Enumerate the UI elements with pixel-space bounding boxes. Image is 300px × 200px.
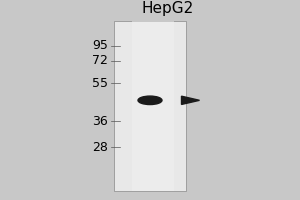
Text: 28: 28 [92, 141, 108, 154]
Text: 36: 36 [92, 115, 108, 128]
Polygon shape [182, 96, 200, 104]
Text: 72: 72 [92, 54, 108, 67]
Bar [132, 21, 174, 191]
Text: 95: 95 [92, 39, 108, 52]
Text: HepG2: HepG2 [142, 1, 194, 16]
FancyBboxPatch shape [114, 21, 186, 191]
Text: 55: 55 [92, 77, 108, 90]
Ellipse shape [138, 96, 162, 105]
